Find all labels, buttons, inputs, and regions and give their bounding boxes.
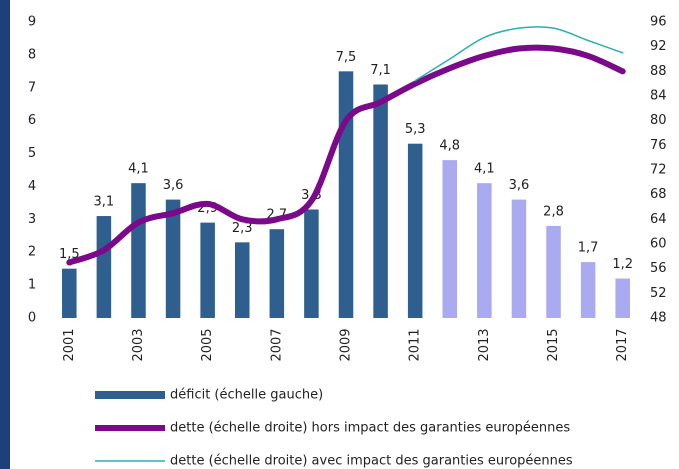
y2-tick-label: 84 — [650, 89, 667, 104]
y2-tick-label: 56 — [650, 261, 667, 276]
legend: déficit (échelle gauche) dette (échelle d… — [95, 388, 573, 469]
y2-tick-label: 48 — [650, 311, 667, 326]
bar — [269, 229, 285, 318]
y-tick-label: 3 — [28, 212, 36, 227]
value-label: 4,1 — [474, 162, 495, 177]
y2-tick-label: 52 — [650, 286, 667, 301]
bar — [96, 216, 112, 318]
y2-tick-label: 80 — [650, 113, 667, 128]
y2-tick-label: 76 — [650, 138, 667, 153]
y-tick-label: 9 — [28, 15, 36, 30]
y2-tick-label: 72 — [650, 163, 667, 178]
y2-tick-label: 92 — [650, 39, 667, 54]
bar — [477, 183, 492, 318]
value-label: 1,7 — [578, 241, 599, 256]
value-label: 7,1 — [370, 63, 391, 78]
y-tick-label: 4 — [28, 179, 36, 194]
x-tick-label: 2009 — [339, 328, 354, 361]
y2-tick-label: 96 — [650, 15, 667, 30]
bar — [511, 199, 527, 318]
y2-tick-label: 68 — [650, 187, 667, 202]
value-label: 3,6 — [509, 178, 530, 193]
legend-swatch — [95, 391, 165, 399]
value-label: 3,1 — [94, 195, 115, 210]
y2-tick-label: 60 — [650, 237, 667, 252]
bar — [234, 242, 250, 318]
x-tick-label: 2013 — [477, 328, 492, 361]
y-tick-label: 7 — [28, 80, 36, 95]
line — [414, 26, 624, 82]
bar — [407, 143, 423, 318]
bar — [546, 225, 561, 318]
bar — [615, 278, 630, 318]
value-label: 7,5 — [336, 50, 357, 65]
legend-label: dette (échelle droite) hors impact des g… — [170, 421, 570, 436]
y-tick-label: 1 — [28, 278, 36, 293]
bar — [304, 209, 319, 318]
legend-label: dette (échelle droite) avec impact des g… — [170, 454, 573, 469]
x-tick-label: 2003 — [131, 328, 146, 361]
bar — [131, 183, 146, 318]
bar — [373, 84, 388, 318]
x-tick-label: 2015 — [546, 328, 561, 361]
value-label: 5,3 — [405, 122, 426, 137]
y2-tick-label: 88 — [650, 64, 667, 79]
bar — [442, 160, 458, 318]
x-tick-label: 2007 — [269, 328, 284, 361]
y-tick-label: 6 — [28, 113, 36, 128]
x-tick-label: 2011 — [408, 328, 423, 361]
bar — [62, 268, 77, 318]
x-tick-label: 2017 — [615, 328, 630, 361]
legend-label: déficit (échelle gauche) — [170, 388, 323, 403]
y-tick-label: 2 — [28, 245, 36, 260]
y-tick-label: 5 — [28, 146, 36, 161]
x-tick-label: 2001 — [62, 328, 77, 361]
bar — [200, 222, 215, 318]
x-tick-label: 2005 — [200, 328, 215, 361]
y-tick-label: 8 — [28, 47, 36, 62]
value-label: 4,1 — [128, 162, 149, 177]
y-tick-label: 0 — [28, 311, 36, 326]
y2-tick-label: 64 — [650, 212, 667, 227]
value-label: 4,8 — [439, 139, 460, 154]
bar — [338, 71, 354, 318]
value-label: 2,8 — [543, 204, 564, 219]
value-label: 1,2 — [612, 257, 633, 272]
bar — [165, 199, 181, 318]
value-label: 3,6 — [163, 178, 184, 193]
bar — [580, 262, 596, 318]
frame-edge — [0, 0, 10, 469]
line — [66, 44, 626, 266]
value-label: 2,3 — [232, 221, 253, 236]
